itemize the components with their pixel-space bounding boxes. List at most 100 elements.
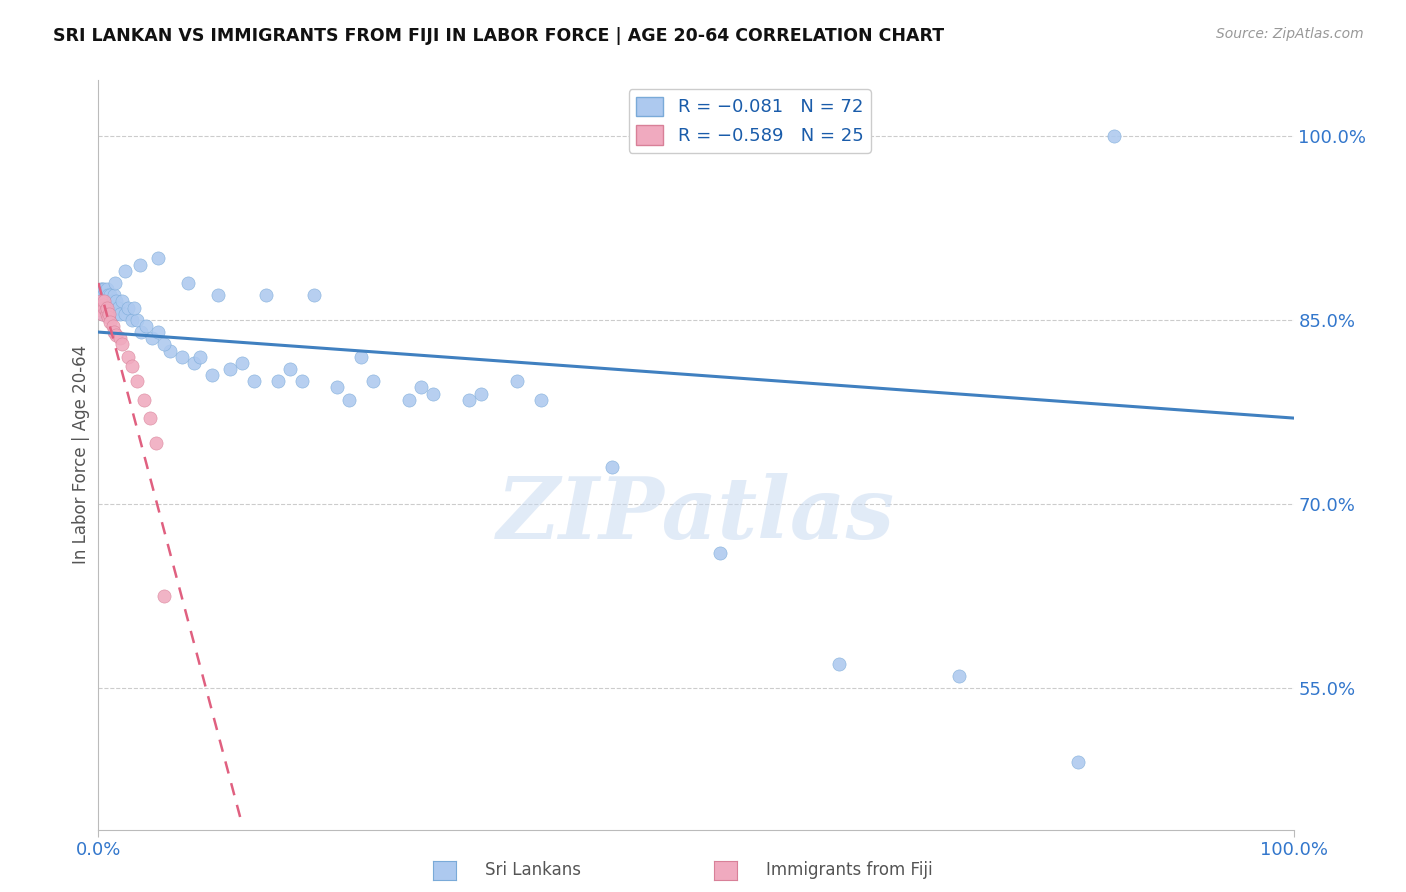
Point bbox=[94, 288, 117, 302]
Point bbox=[105, 327, 128, 342]
Point bbox=[96, 301, 118, 315]
Point bbox=[254, 288, 277, 302]
Point bbox=[117, 301, 139, 315]
Point bbox=[135, 318, 157, 333]
Point bbox=[219, 362, 242, 376]
Text: Immigrants from Fiji: Immigrants from Fiji bbox=[766, 861, 934, 879]
Point bbox=[411, 380, 433, 394]
Point bbox=[96, 301, 118, 315]
Point bbox=[114, 263, 136, 277]
Point bbox=[326, 380, 349, 394]
Point bbox=[97, 294, 120, 309]
Point bbox=[111, 294, 134, 309]
Point bbox=[129, 258, 152, 272]
Point bbox=[97, 310, 120, 325]
Point bbox=[339, 392, 361, 407]
Point bbox=[153, 337, 176, 351]
Point bbox=[125, 313, 148, 327]
Point bbox=[91, 298, 114, 312]
Point bbox=[201, 368, 224, 382]
Point bbox=[103, 325, 125, 339]
Point bbox=[148, 325, 170, 339]
Point bbox=[107, 301, 129, 315]
Text: Source: ZipAtlas.com: Source: ZipAtlas.com bbox=[1216, 27, 1364, 41]
Point bbox=[93, 294, 115, 309]
Point bbox=[93, 301, 115, 315]
Point bbox=[91, 288, 114, 302]
Point bbox=[93, 301, 115, 315]
Point bbox=[104, 307, 127, 321]
Point bbox=[363, 374, 385, 388]
Point bbox=[148, 252, 170, 266]
Point bbox=[159, 343, 181, 358]
Point bbox=[121, 313, 143, 327]
Point bbox=[90, 303, 112, 318]
Point bbox=[422, 386, 444, 401]
Point bbox=[139, 411, 162, 425]
Point bbox=[93, 282, 115, 296]
Point bbox=[153, 589, 176, 603]
Point bbox=[94, 294, 117, 309]
Point bbox=[114, 307, 136, 321]
Point bbox=[101, 301, 124, 315]
Text: Sri Lankans: Sri Lankans bbox=[485, 861, 581, 879]
Point bbox=[121, 359, 143, 374]
Point bbox=[91, 294, 114, 309]
Point bbox=[91, 307, 114, 321]
Point bbox=[243, 374, 266, 388]
Point bbox=[172, 350, 194, 364]
Point bbox=[98, 301, 122, 315]
Point bbox=[470, 386, 492, 401]
Point bbox=[124, 301, 146, 315]
Point bbox=[103, 288, 125, 302]
Point bbox=[1104, 128, 1126, 143]
Point bbox=[105, 294, 128, 309]
Point bbox=[117, 350, 139, 364]
Point bbox=[91, 282, 114, 296]
Point bbox=[89, 301, 111, 315]
Point bbox=[948, 669, 970, 683]
Text: SRI LANKAN VS IMMIGRANTS FROM FIJI IN LABOR FORCE | AGE 20-64 CORRELATION CHART: SRI LANKAN VS IMMIGRANTS FROM FIJI IN LA… bbox=[53, 27, 945, 45]
Point bbox=[97, 288, 120, 302]
Legend: R = −0.081   N = 72, R = −0.589   N = 25: R = −0.081 N = 72, R = −0.589 N = 25 bbox=[628, 89, 870, 153]
Point bbox=[98, 307, 121, 321]
Point bbox=[350, 350, 373, 364]
Point bbox=[101, 318, 124, 333]
Point bbox=[111, 337, 134, 351]
Point bbox=[90, 282, 112, 296]
Point bbox=[108, 307, 131, 321]
Point bbox=[89, 301, 111, 315]
Point bbox=[96, 282, 118, 296]
Point bbox=[98, 307, 121, 321]
Point bbox=[267, 374, 290, 388]
Point bbox=[108, 331, 131, 345]
Point bbox=[709, 546, 731, 560]
Point bbox=[145, 435, 167, 450]
Point bbox=[530, 392, 553, 407]
Point bbox=[231, 356, 253, 370]
Point bbox=[98, 315, 122, 329]
Point bbox=[104, 276, 127, 290]
Point bbox=[90, 294, 112, 309]
Point bbox=[96, 307, 118, 321]
Point bbox=[177, 276, 200, 290]
Point bbox=[458, 392, 481, 407]
Point bbox=[141, 331, 163, 345]
Point bbox=[602, 460, 624, 475]
Point bbox=[278, 362, 301, 376]
Point bbox=[506, 374, 529, 388]
Point bbox=[398, 392, 420, 407]
Point bbox=[302, 288, 325, 302]
Y-axis label: In Labor Force | Age 20-64: In Labor Force | Age 20-64 bbox=[72, 345, 90, 565]
Point bbox=[132, 392, 155, 407]
Point bbox=[125, 374, 148, 388]
Point bbox=[828, 657, 851, 671]
Point bbox=[207, 288, 229, 302]
Point bbox=[1067, 755, 1090, 769]
Point bbox=[94, 303, 117, 318]
Point bbox=[183, 356, 205, 370]
Point bbox=[291, 374, 314, 388]
Point bbox=[90, 288, 112, 302]
Point bbox=[100, 294, 122, 309]
Point bbox=[131, 325, 153, 339]
